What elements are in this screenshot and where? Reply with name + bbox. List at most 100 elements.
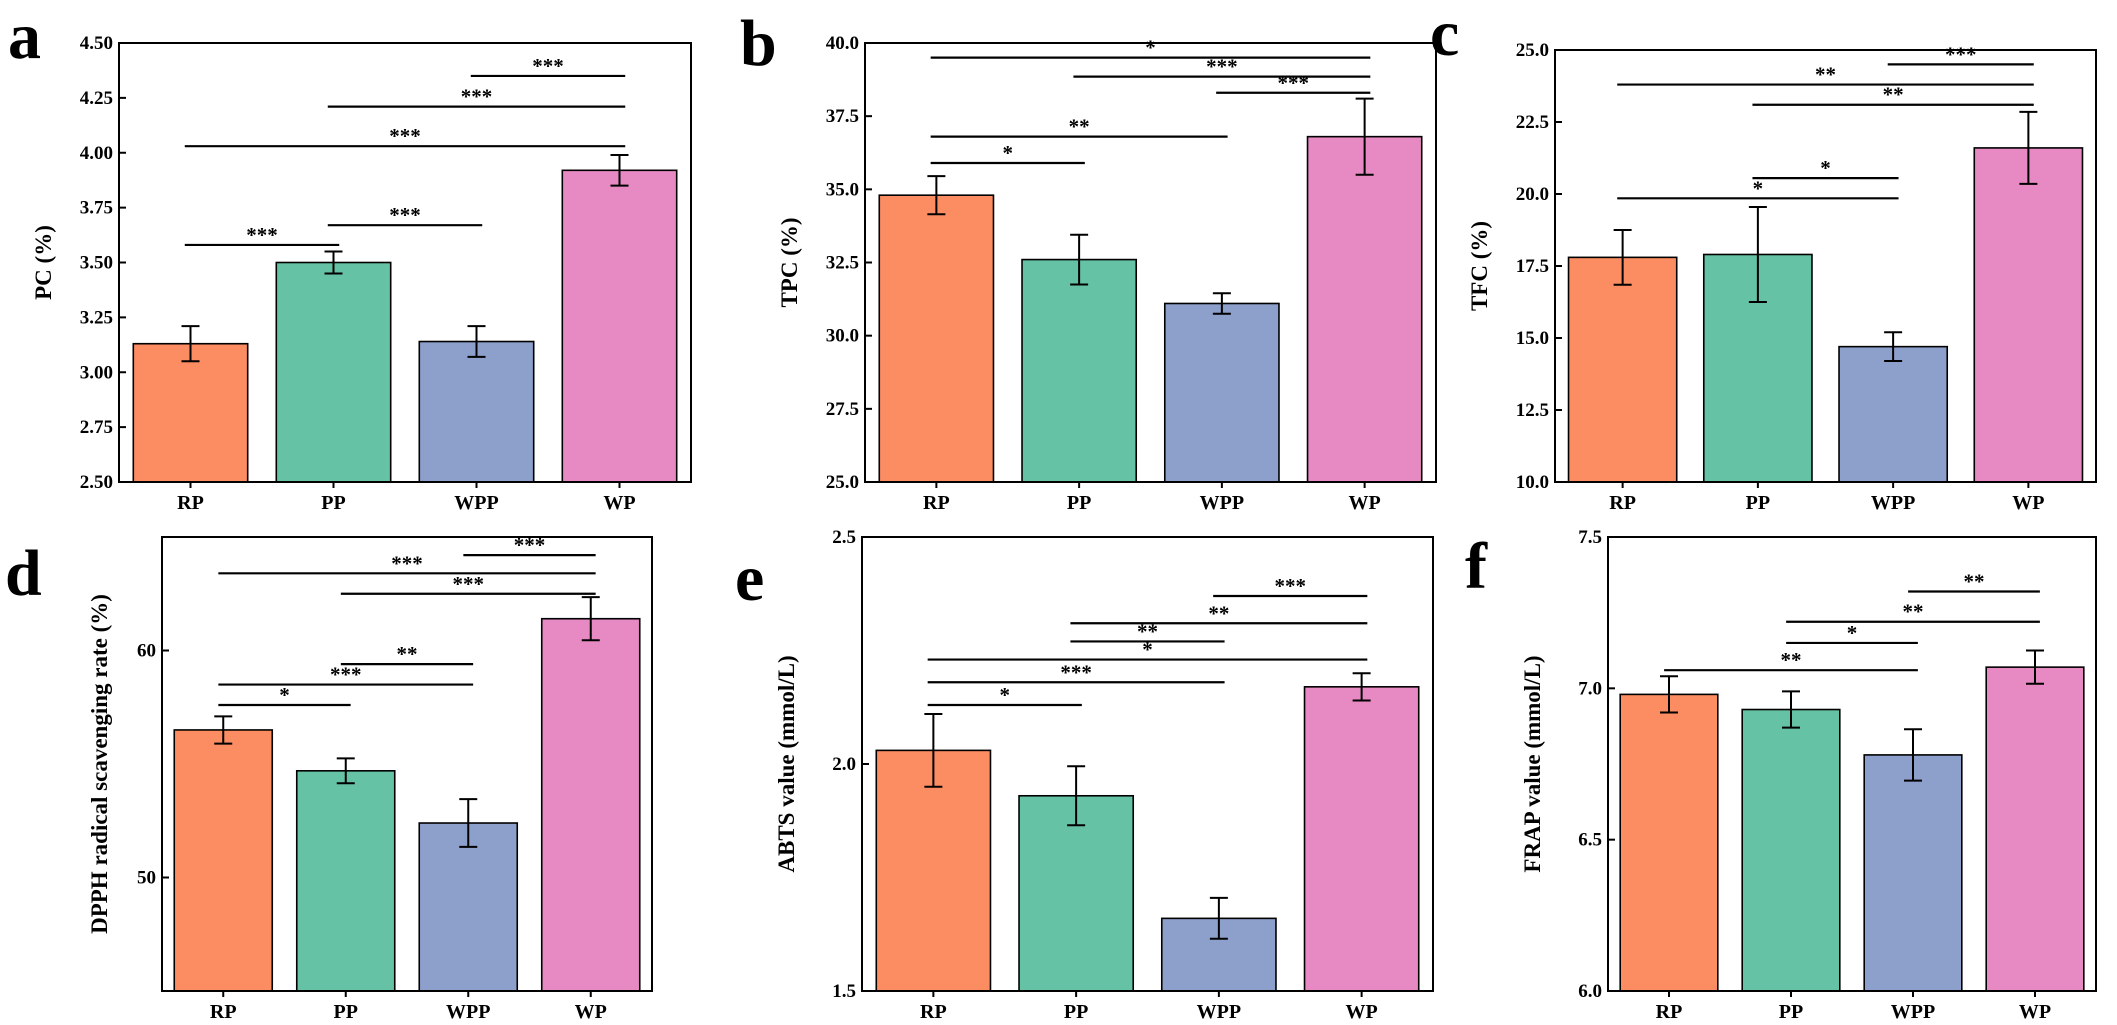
error-bar-RP xyxy=(1660,675,1678,714)
error-bar-WPP xyxy=(1904,728,1922,782)
significance-bracket: * xyxy=(930,141,1085,165)
error-bar-WPP xyxy=(459,798,478,848)
bar-WP xyxy=(540,617,641,992)
error-bar-PP xyxy=(324,250,343,275)
y-tick-label: 6.5 xyxy=(1578,830,1602,851)
bar-WPP xyxy=(418,340,535,483)
y-tick-label: 35.0 xyxy=(826,179,859,200)
significance-bracket: *** xyxy=(470,54,626,78)
significance-bracket: * xyxy=(927,638,1368,662)
significance-label: *** xyxy=(453,572,485,596)
significance-bracket: *** xyxy=(327,203,483,227)
significance-bracket: ** xyxy=(1070,601,1368,625)
error-bar-RP xyxy=(924,713,943,788)
y-tick-label: 25.0 xyxy=(826,472,859,493)
x-tick-label: WPP xyxy=(1871,492,1915,514)
significance-bracket: *** xyxy=(1887,42,2034,66)
x-tick-label: WPP xyxy=(1891,1001,1935,1023)
bar-WP xyxy=(1973,147,2084,483)
significance-label: * xyxy=(1003,141,1014,165)
bar-RP xyxy=(1567,256,1678,483)
significance-bracket: *** xyxy=(1213,574,1368,598)
significance-label: ** xyxy=(1069,115,1090,139)
significance-label: *** xyxy=(389,124,421,148)
significance-label: * xyxy=(1145,36,1156,60)
error-bar-RP xyxy=(214,715,233,745)
error-bar-PP xyxy=(1748,205,1767,303)
panel-letter: c xyxy=(1430,0,1459,70)
significance-label: *** xyxy=(1275,574,1307,598)
significance-bracket: *** xyxy=(327,85,626,109)
y-axis-title: PC (%) xyxy=(31,225,56,300)
y-tick-label: 4.00 xyxy=(80,143,113,164)
bar-PP xyxy=(1021,258,1138,483)
significance-label: * xyxy=(279,683,290,707)
x-tick-label: WPP xyxy=(446,1001,490,1023)
error-bar-WPP xyxy=(1212,292,1231,315)
y-tick-label: 30.0 xyxy=(826,326,859,347)
significance-label: *** xyxy=(532,54,564,78)
y-axis-title: ABTS value (mmol/L) xyxy=(774,655,799,872)
y-tick-label: 3.00 xyxy=(80,362,113,383)
significance-label: *** xyxy=(1060,660,1092,684)
significance-bracket: *** xyxy=(184,124,626,148)
error-bar-WP xyxy=(581,596,600,642)
x-tick-label: WPP xyxy=(1200,492,1244,514)
error-bar-PP xyxy=(336,757,355,785)
y-tick-label: 1.5 xyxy=(832,981,856,1002)
error-bar-PP xyxy=(1067,765,1086,827)
significance-bracket: *** xyxy=(927,660,1225,684)
bar-RP xyxy=(875,749,992,992)
y-tick-label: 3.75 xyxy=(80,198,113,219)
error-bar-WP xyxy=(2026,649,2044,685)
significance-bracket: ** xyxy=(1908,569,2040,593)
y-tick-label: 32.5 xyxy=(826,253,859,274)
error-bar-PP xyxy=(1782,690,1800,729)
significance-bracket: * xyxy=(1786,621,1918,645)
y-tick-label: 3.25 xyxy=(80,307,113,328)
error-bar-WP xyxy=(1352,672,1371,702)
x-tick-label: PP xyxy=(321,492,345,514)
x-tick-label: WP xyxy=(2019,1001,2051,1023)
significance-bracket: ** xyxy=(340,642,474,666)
significance-label: * xyxy=(1820,156,1831,180)
significance-label: ** xyxy=(397,642,418,666)
y-tick-label: 3.50 xyxy=(80,253,113,274)
y-tick-label: 22.5 xyxy=(1516,112,1549,133)
y-tick-label: 50 xyxy=(137,868,156,889)
significance-label: *** xyxy=(1278,71,1310,95)
significance-label: ** xyxy=(1815,63,1836,87)
y-tick-label: 60 xyxy=(137,641,156,662)
significance-label: ** xyxy=(1137,619,1158,643)
y-tick-label: 27.5 xyxy=(826,399,859,420)
error-bar-WP xyxy=(1355,97,1374,176)
significance-bracket: ** xyxy=(1786,600,2040,624)
bar-WPP xyxy=(1163,302,1280,483)
x-tick-label: WP xyxy=(575,1001,607,1023)
bar-PP xyxy=(275,261,392,483)
y-tick-label: 4.25 xyxy=(80,88,113,109)
bar-WP xyxy=(1303,686,1420,992)
x-tick-label: WP xyxy=(2012,492,2044,514)
significance-bracket: ** xyxy=(1070,619,1225,643)
significance-bracket: *** xyxy=(218,663,474,687)
y-axis-title: DPPH radical scavenging rate (%) xyxy=(87,594,112,934)
significance-bracket: *** xyxy=(340,572,596,596)
panel-letter: f xyxy=(1465,530,1488,603)
bar-WPP xyxy=(1838,345,1949,483)
x-tick-label: WP xyxy=(1349,492,1381,514)
significance-label: *** xyxy=(389,203,421,227)
y-tick-label: 10.0 xyxy=(1516,472,1549,493)
panel-letter: b xyxy=(740,7,777,80)
y-axis-title: FRAP value (mmol/L) xyxy=(1520,655,1545,872)
y-tick-label: 2.5 xyxy=(832,527,856,548)
y-axis-title: TFC (%) xyxy=(1467,221,1492,311)
significance-label: ** xyxy=(1903,600,1924,624)
x-tick-label: PP xyxy=(1067,492,1091,514)
significance-label: ** xyxy=(1781,648,1802,672)
y-tick-label: 25.0 xyxy=(1516,40,1549,61)
